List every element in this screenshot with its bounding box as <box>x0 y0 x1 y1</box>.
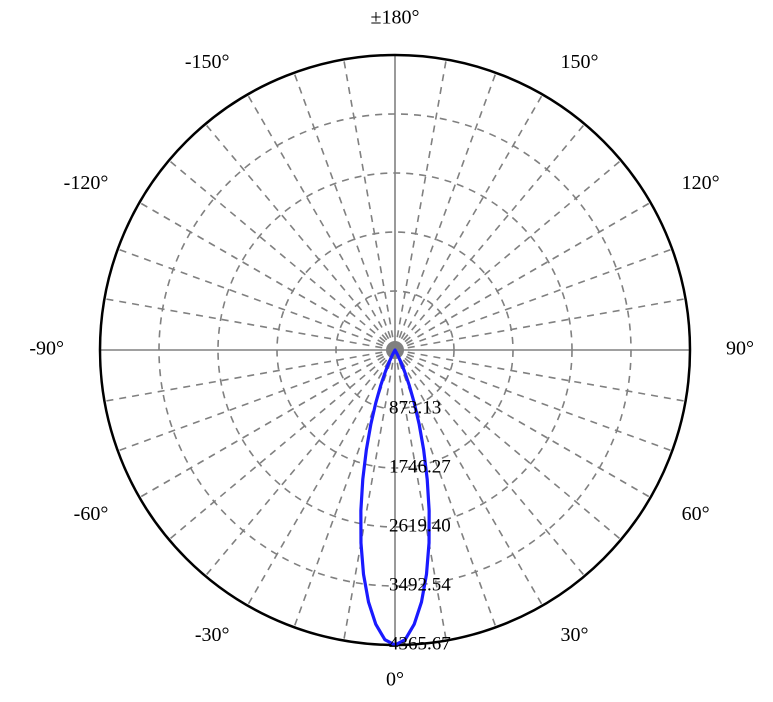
grid-spoke <box>169 160 395 350</box>
grid-spoke <box>140 203 395 351</box>
grid-spoke <box>140 350 395 498</box>
angle-label: -150° <box>185 51 230 73</box>
angle-label: 90° <box>726 338 754 360</box>
angle-label: ±180° <box>371 7 420 29</box>
grid-spoke <box>395 59 446 350</box>
grid-spoke <box>395 95 543 350</box>
grid-spoke <box>395 124 585 350</box>
grid-spoke <box>344 59 395 350</box>
angle-label: 30° <box>561 624 589 646</box>
grid-spoke <box>395 299 686 350</box>
angle-label: 150° <box>561 51 599 73</box>
grid-spoke <box>395 350 446 641</box>
radial-label: 1746.27 <box>389 456 451 477</box>
grid-spoke <box>395 350 543 605</box>
grid-spoke <box>395 203 650 351</box>
angle-label: 0° <box>386 669 404 691</box>
radial-label: 2619.40 <box>389 515 451 536</box>
radial-label: 3492.54 <box>389 574 451 595</box>
angle-label: -30° <box>195 624 230 646</box>
grid-spoke <box>248 95 396 350</box>
angle-label: 120° <box>682 172 720 194</box>
grid-spoke <box>344 350 395 641</box>
angle-label: 60° <box>682 503 710 525</box>
grid-spoke <box>248 350 396 605</box>
angle-label: -90° <box>29 338 64 360</box>
polar-chart: 0° 30° 60° 90° 120° 150° ±180° -150° -120° -90° -6… <box>0 0 773 702</box>
grid-spoke <box>395 160 621 350</box>
grid-spoke <box>104 350 395 401</box>
grid-spoke <box>104 299 395 350</box>
angle-label: -120° <box>64 172 109 194</box>
angle-label: -60° <box>74 503 109 525</box>
radial-label: 873.13 <box>389 397 441 418</box>
grid-spoke <box>205 350 395 576</box>
grid-spoke <box>395 350 686 401</box>
radial-label: 4365.67 <box>389 633 451 654</box>
grid-spoke <box>205 124 395 350</box>
